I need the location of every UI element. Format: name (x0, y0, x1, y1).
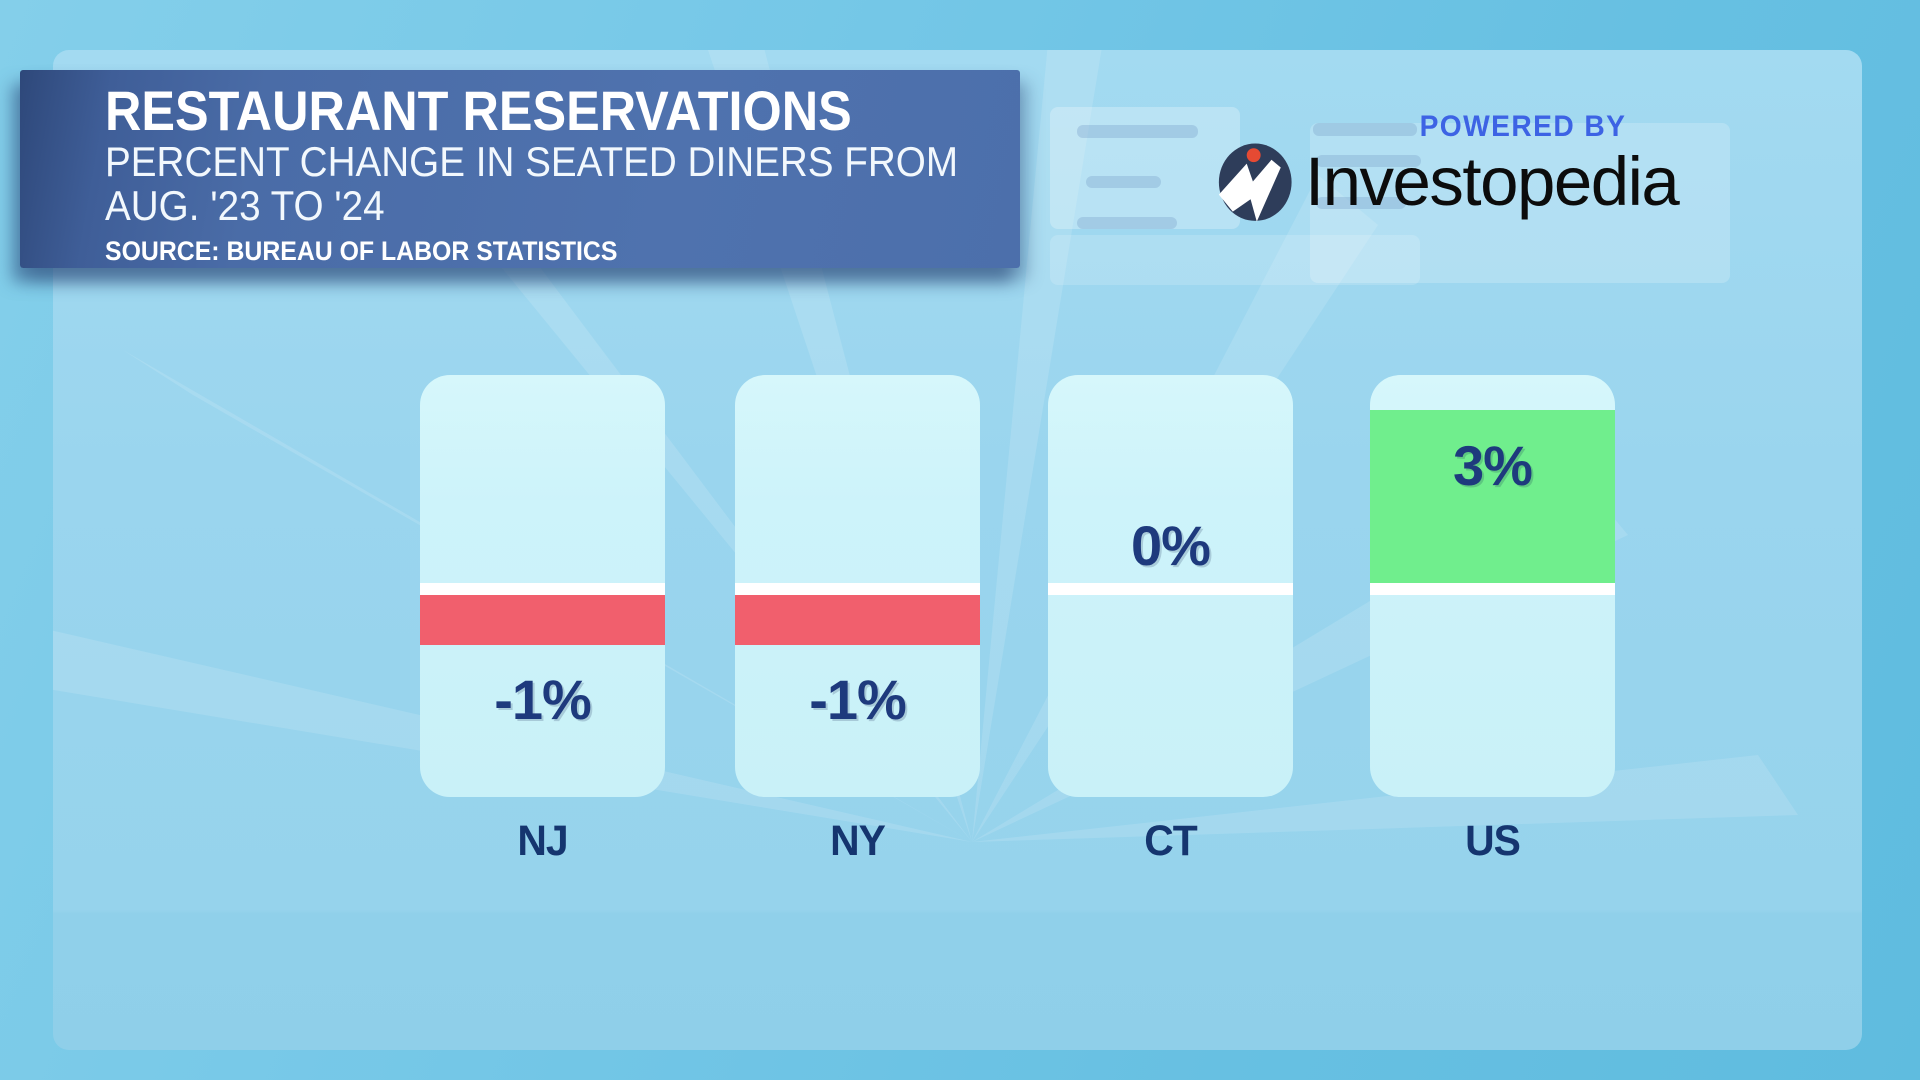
value-label: 3% (1453, 434, 1533, 497)
bar-track: 0% (1048, 375, 1293, 797)
ghost-row (1077, 217, 1177, 229)
value-label: -1% (494, 668, 592, 731)
zero-line (420, 583, 665, 595)
category-label: NY (830, 817, 886, 865)
category-label: CT (1144, 817, 1198, 865)
bar-value-band (420, 595, 665, 645)
chart-subtitle-line1: PERCENT CHANGE IN SEATED DINERS FROM (105, 138, 959, 185)
bar-track: -1% (735, 375, 980, 797)
ghost-panel (1050, 235, 1420, 285)
ghost-row (1077, 125, 1198, 138)
chart-subtitle-line2: AUG. '23 TO '24 (105, 182, 385, 229)
ghost-row (1316, 155, 1421, 167)
ghost-row (1086, 176, 1161, 188)
ghost-panel (1050, 107, 1240, 229)
bar-value-band (1370, 410, 1615, 583)
title-panel: RESTAURANT RESERVATIONS PERCENT CHANGE I… (20, 70, 1020, 268)
bar-value-band (735, 595, 980, 645)
category-label: NJ (517, 817, 568, 865)
zero-line (1370, 583, 1615, 595)
investopedia-logo-text: Investopedia (1305, 143, 1680, 220)
ghost-panel (1310, 123, 1730, 283)
category-label: US (1465, 817, 1521, 865)
powered-by-label: POWERED BY (1419, 110, 1627, 143)
value-label: 0% (1131, 514, 1211, 577)
bar-track: 3% (1370, 375, 1615, 797)
bar-group-ct: 0% CT (1048, 375, 1293, 875)
zero-line (735, 583, 980, 595)
bar-group-us: 3% US (1370, 375, 1615, 875)
ghost-row (1313, 123, 1417, 136)
source-label: SOURCE: BUREAU OF LABOR STATISTICS (105, 236, 618, 266)
bar-group-nj: -1% NJ (420, 375, 665, 875)
zero-line (1048, 583, 1293, 595)
ghost-row (1316, 197, 1406, 209)
chart-title: RESTAURANT RESERVATIONS (105, 79, 852, 142)
bar-group-ny: -1% NY (735, 375, 980, 875)
bar-track: -1% (420, 375, 665, 797)
value-label: -1% (809, 668, 907, 731)
investopedia-logo-icon (1218, 143, 1292, 222)
